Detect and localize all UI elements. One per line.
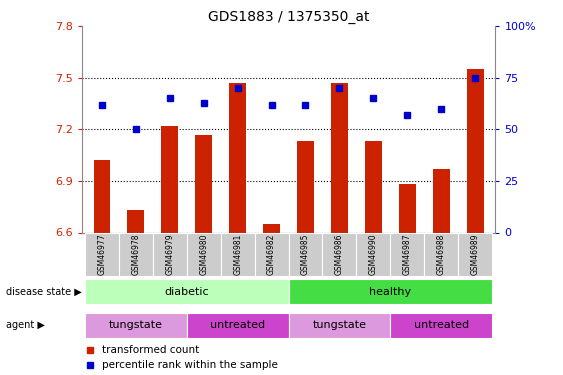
Bar [195, 135, 212, 232]
Bar [467, 69, 484, 232]
Bar [289, 279, 492, 304]
Text: GSM46981: GSM46981 [233, 233, 242, 275]
Text: disease state ▶: disease state ▶ [6, 286, 82, 297]
Text: tungstate: tungstate [312, 320, 367, 330]
Bar [85, 313, 187, 338]
Bar [390, 232, 424, 276]
Bar [93, 160, 110, 232]
Text: GSM46989: GSM46989 [471, 233, 480, 275]
Text: GSM46978: GSM46978 [131, 233, 140, 275]
Text: GSM46986: GSM46986 [335, 233, 344, 275]
Bar [399, 184, 415, 232]
Bar [289, 232, 323, 276]
Bar [85, 279, 289, 304]
Bar [162, 126, 178, 232]
Title: GDS1883 / 1375350_at: GDS1883 / 1375350_at [208, 10, 369, 24]
Bar [187, 232, 221, 276]
Text: diabetic: diabetic [164, 286, 209, 297]
Text: GSM46982: GSM46982 [267, 233, 276, 275]
Bar [127, 210, 144, 232]
Text: GSM46977: GSM46977 [97, 233, 106, 275]
Bar [187, 313, 289, 338]
Text: tungstate: tungstate [109, 320, 163, 330]
Bar [263, 224, 280, 232]
Bar [221, 232, 254, 276]
Text: GSM46985: GSM46985 [301, 233, 310, 275]
Text: GSM46990: GSM46990 [369, 233, 378, 275]
Text: GSM46987: GSM46987 [403, 233, 412, 275]
Text: GSM46980: GSM46980 [199, 233, 208, 275]
Text: GSM46979: GSM46979 [166, 233, 175, 275]
Bar [433, 169, 450, 232]
Bar [289, 313, 390, 338]
Text: GSM46988: GSM46988 [437, 233, 446, 275]
Text: transformed count: transformed count [102, 345, 199, 355]
Bar [153, 232, 187, 276]
Text: untreated: untreated [210, 320, 265, 330]
Bar [254, 232, 288, 276]
Bar [424, 232, 458, 276]
Text: healthy: healthy [369, 286, 412, 297]
Text: percentile rank within the sample: percentile rank within the sample [102, 360, 278, 370]
Bar [458, 232, 492, 276]
Bar [356, 232, 390, 276]
Bar [119, 232, 153, 276]
Bar [323, 232, 356, 276]
Bar [365, 141, 382, 232]
Text: untreated: untreated [414, 320, 469, 330]
Bar [390, 313, 492, 338]
Bar [85, 232, 119, 276]
Text: agent ▶: agent ▶ [6, 320, 44, 330]
Bar [229, 83, 246, 232]
Bar [297, 141, 314, 232]
Bar [331, 83, 348, 232]
